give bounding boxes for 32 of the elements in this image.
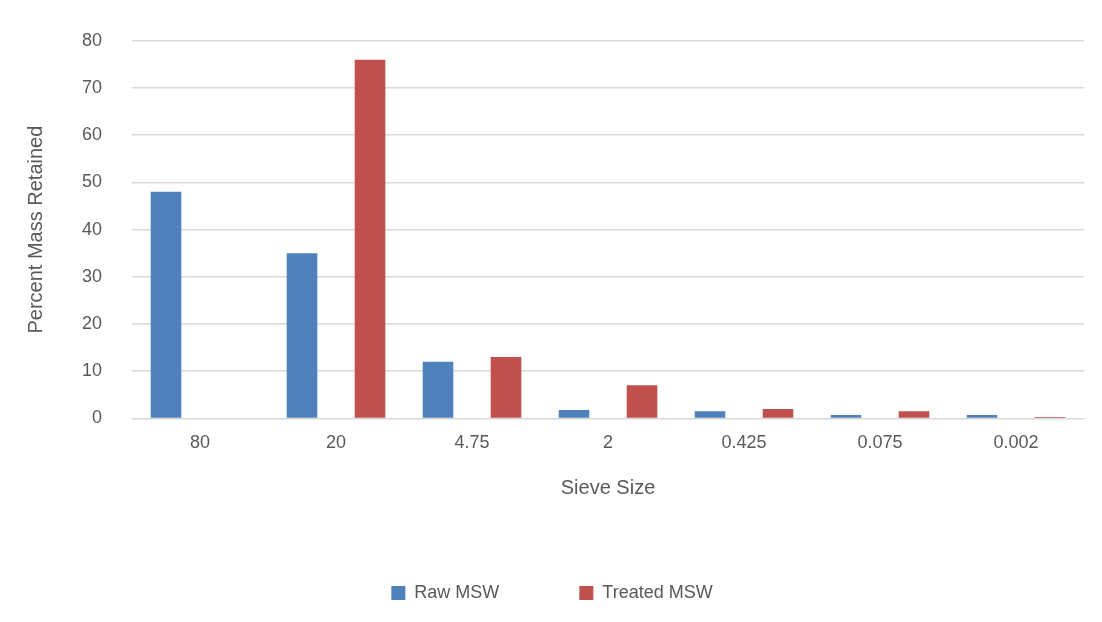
- bar: [490, 357, 522, 418]
- legend-label: Treated MSW: [602, 581, 713, 602]
- y-tick-label: 10: [81, 360, 103, 381]
- bar: [966, 415, 998, 418]
- bar: [354, 59, 386, 418]
- y-axis-title: Percent Mass Retained: [23, 125, 46, 334]
- y-tick-label: 0: [92, 407, 103, 428]
- bar: [286, 253, 318, 418]
- legend-label: Raw MSW: [414, 581, 500, 602]
- y-tick-label: 60: [81, 124, 103, 145]
- x-tick-label: 80: [190, 432, 211, 453]
- y-tick-label: 70: [81, 76, 103, 97]
- bar: [150, 191, 182, 418]
- bar: [830, 415, 862, 418]
- x-tick-label: 0.425: [721, 432, 767, 453]
- bar: [626, 385, 658, 418]
- bar: [422, 361, 454, 418]
- y-tick-label: 40: [81, 218, 103, 239]
- x-tick-label: 0.075: [857, 432, 903, 453]
- y-tick-label: 80: [81, 29, 103, 50]
- y-tick-label: 50: [81, 171, 103, 192]
- x-tick-label: 20: [326, 432, 347, 453]
- bar: [558, 409, 590, 418]
- x-tick-label: 0.002: [993, 432, 1039, 453]
- bar: [898, 411, 930, 418]
- x-tick-label: 2: [603, 432, 614, 453]
- bar: [694, 411, 726, 418]
- x-tick-label: 4.75: [454, 432, 490, 453]
- bar: [762, 408, 794, 418]
- y-tick-label: 20: [81, 312, 103, 333]
- y-tick-label: 30: [81, 265, 103, 286]
- x-axis-title: Sieve Size: [560, 475, 656, 498]
